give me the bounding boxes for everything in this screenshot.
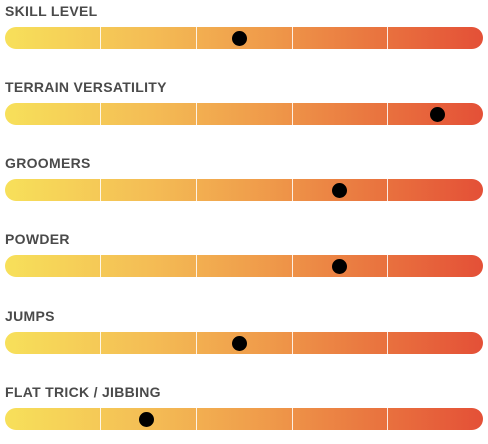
- scale-divider: [196, 408, 197, 430]
- rating-powder: POWDER: [0, 231, 488, 291]
- scale-divider: [196, 332, 197, 354]
- rating-marker: [231, 336, 247, 351]
- rating-label: TERRAIN VERSATILITY: [5, 79, 167, 95]
- scale-divider: [100, 408, 101, 430]
- rating-skill-level: SKILL LEVEL: [0, 3, 488, 63]
- scale-divider: [387, 255, 388, 277]
- rating-label: FLAT TRICK / JIBBING: [5, 384, 161, 400]
- rating-label: SKILL LEVEL: [5, 3, 98, 19]
- scale-divider: [100, 255, 101, 277]
- rating-terrain-versatility: TERRAIN VERSATILITY: [0, 79, 488, 139]
- scale-divider: [196, 179, 197, 201]
- scale-divider: [292, 408, 293, 430]
- rating-scale-bar: [5, 179, 483, 201]
- scale-divider: [196, 103, 197, 125]
- scale-divider: [387, 179, 388, 201]
- rating-flat-trick-jibbing: FLAT TRICK / JIBBING: [0, 384, 488, 444]
- rating-marker: [231, 31, 247, 46]
- rating-jumps: JUMPS: [0, 308, 488, 368]
- scale-divider: [292, 27, 293, 49]
- rating-scale-bar: [5, 408, 483, 430]
- rating-label: JUMPS: [5, 308, 55, 324]
- scale-divider: [387, 332, 388, 354]
- rating-scale-bar: [5, 255, 483, 277]
- scale-divider: [100, 332, 101, 354]
- scale-divider: [387, 103, 388, 125]
- scale-divider: [292, 255, 293, 277]
- scale-divider: [292, 103, 293, 125]
- scale-divider: [100, 103, 101, 125]
- rating-marker: [138, 412, 154, 427]
- rating-marker: [332, 259, 348, 274]
- rating-marker: [430, 107, 446, 122]
- rating-label: POWDER: [5, 231, 70, 247]
- scale-divider: [196, 27, 197, 49]
- rating-groomers: GROOMERS: [0, 155, 488, 215]
- rating-label: GROOMERS: [5, 155, 91, 171]
- scale-divider: [100, 27, 101, 49]
- scale-divider: [387, 27, 388, 49]
- scale-divider: [100, 179, 101, 201]
- rating-marker: [332, 183, 348, 198]
- scale-divider: [196, 255, 197, 277]
- rating-scale-bar: [5, 103, 483, 125]
- scale-divider: [292, 179, 293, 201]
- scale-divider: [292, 332, 293, 354]
- scale-divider: [387, 408, 388, 430]
